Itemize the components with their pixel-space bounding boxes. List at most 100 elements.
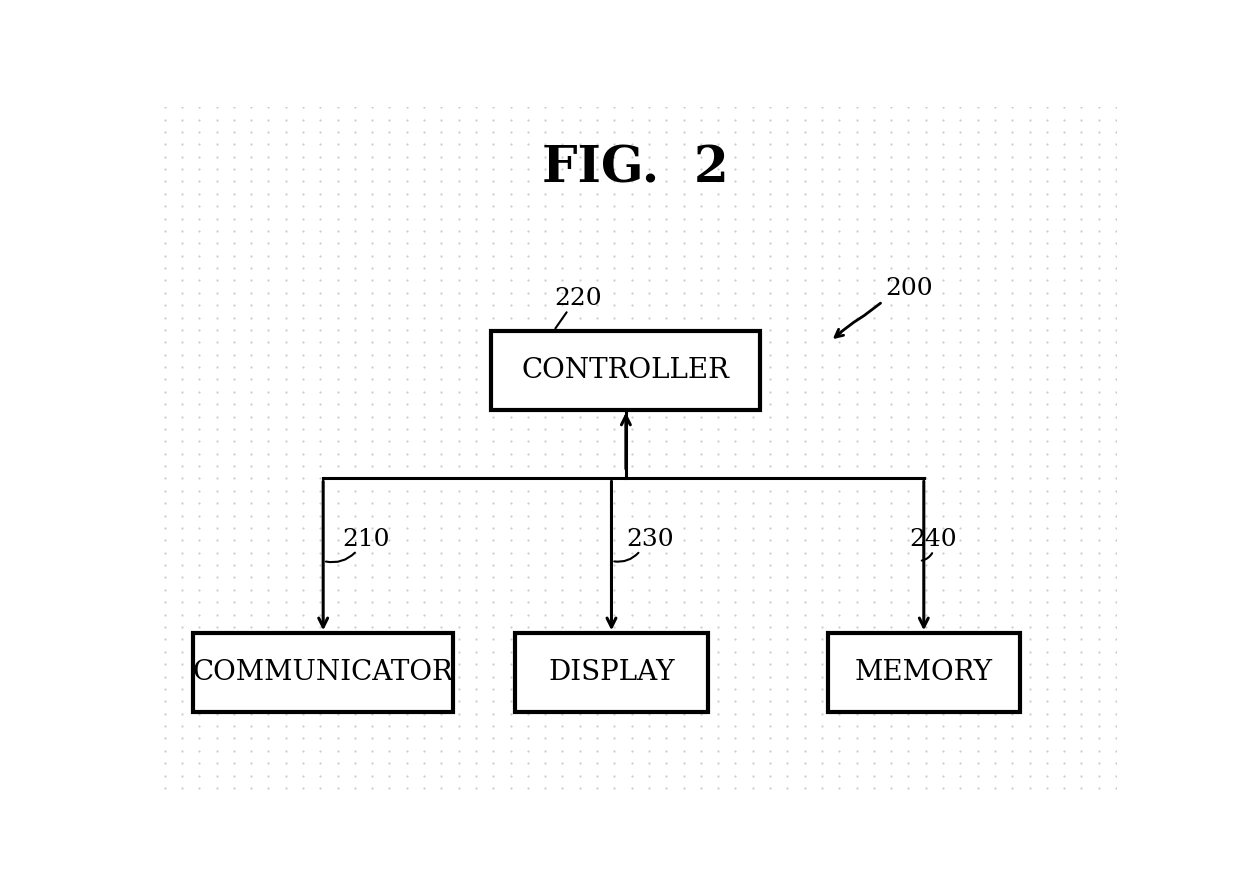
Point bbox=[190, 780, 210, 795]
Point bbox=[397, 434, 417, 448]
Point bbox=[345, 335, 365, 349]
Point bbox=[553, 410, 573, 424]
Point bbox=[258, 497, 278, 511]
Point bbox=[1037, 138, 1056, 152]
Point bbox=[327, 719, 347, 733]
Point bbox=[1002, 174, 1022, 188]
Point bbox=[466, 236, 486, 250]
Point bbox=[708, 421, 728, 436]
Point bbox=[536, 322, 556, 337]
Point bbox=[812, 583, 832, 597]
Point bbox=[656, 768, 676, 782]
Point bbox=[536, 620, 556, 634]
Point bbox=[621, 595, 641, 609]
Point bbox=[795, 706, 815, 721]
Point bbox=[847, 224, 867, 238]
Point bbox=[310, 768, 330, 782]
Point bbox=[795, 558, 815, 572]
Point bbox=[414, 558, 434, 572]
Point bbox=[950, 286, 970, 300]
Point bbox=[777, 434, 797, 448]
Point bbox=[414, 187, 434, 201]
Point bbox=[536, 199, 556, 213]
Point bbox=[864, 558, 884, 572]
Point bbox=[639, 731, 658, 746]
Point bbox=[258, 645, 278, 659]
Point bbox=[241, 472, 260, 486]
Point bbox=[899, 162, 919, 176]
Point bbox=[1071, 459, 1091, 473]
Point bbox=[760, 421, 780, 436]
Point bbox=[621, 521, 641, 535]
Point bbox=[466, 446, 486, 461]
Point bbox=[621, 546, 641, 560]
Point bbox=[812, 311, 832, 325]
Point bbox=[743, 149, 763, 163]
Point bbox=[621, 125, 641, 139]
Point bbox=[379, 595, 399, 609]
Point bbox=[310, 645, 330, 659]
Point bbox=[1089, 199, 1109, 213]
Point bbox=[1106, 731, 1126, 746]
Point bbox=[708, 286, 728, 300]
Point bbox=[1019, 706, 1039, 721]
Point bbox=[345, 372, 365, 387]
Text: 220: 220 bbox=[554, 287, 601, 310]
Point bbox=[536, 583, 556, 597]
Point bbox=[501, 780, 521, 795]
Point bbox=[777, 706, 797, 721]
Point bbox=[258, 397, 278, 412]
Point bbox=[760, 657, 780, 672]
Point bbox=[501, 607, 521, 622]
Point bbox=[621, 113, 641, 127]
Point bbox=[241, 286, 260, 300]
Point bbox=[587, 472, 606, 486]
Point bbox=[501, 138, 521, 152]
Point bbox=[725, 706, 745, 721]
Point bbox=[553, 261, 573, 275]
Point bbox=[916, 149, 936, 163]
Point bbox=[604, 138, 624, 152]
Point bbox=[1054, 162, 1074, 176]
Point bbox=[691, 261, 711, 275]
Point bbox=[985, 583, 1004, 597]
Point bbox=[345, 670, 365, 684]
Point bbox=[691, 459, 711, 473]
Point bbox=[224, 273, 244, 288]
Point bbox=[207, 595, 227, 609]
Point bbox=[207, 645, 227, 659]
Point bbox=[639, 261, 658, 275]
Point bbox=[1071, 410, 1091, 424]
Point bbox=[310, 322, 330, 337]
Point bbox=[882, 459, 901, 473]
Point bbox=[570, 497, 590, 511]
Point bbox=[1054, 731, 1074, 746]
Point bbox=[812, 446, 832, 461]
Point bbox=[345, 632, 365, 647]
Point bbox=[293, 484, 312, 498]
Point bbox=[708, 521, 728, 535]
Point bbox=[899, 768, 919, 782]
Point bbox=[691, 657, 711, 672]
Point bbox=[362, 434, 382, 448]
Point bbox=[847, 162, 867, 176]
Point bbox=[293, 286, 312, 300]
Point bbox=[691, 187, 711, 201]
Point bbox=[553, 236, 573, 250]
Point bbox=[691, 780, 711, 795]
Point bbox=[518, 571, 538, 585]
Point bbox=[414, 322, 434, 337]
Point bbox=[224, 347, 244, 362]
Point bbox=[691, 236, 711, 250]
Point bbox=[536, 497, 556, 511]
Point bbox=[379, 446, 399, 461]
Point bbox=[207, 607, 227, 622]
Point bbox=[241, 421, 260, 436]
Point bbox=[224, 508, 244, 522]
Point bbox=[1002, 298, 1022, 313]
Point bbox=[795, 149, 815, 163]
Point bbox=[1054, 780, 1074, 795]
Point bbox=[155, 236, 175, 250]
Point bbox=[155, 508, 175, 522]
Point bbox=[1002, 533, 1022, 547]
